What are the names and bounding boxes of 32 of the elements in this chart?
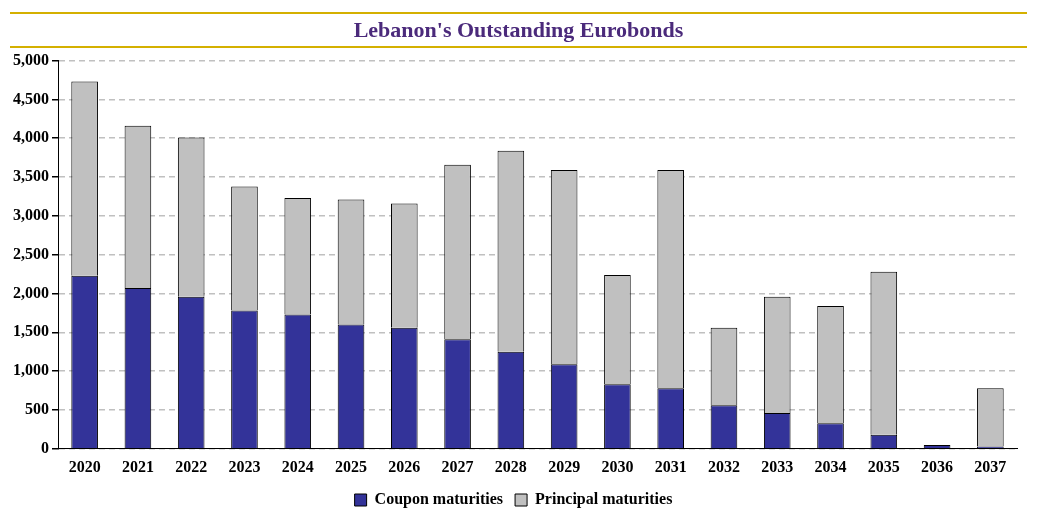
x-tick-label: 2030 <box>601 457 634 475</box>
y-tick-label: 3,500 <box>13 167 49 185</box>
y-tick-label: 1,000 <box>13 361 49 379</box>
x-tick-label: 2026 <box>388 457 421 475</box>
x-tick-label: 2027 <box>441 457 474 475</box>
x-tick-label: 2023 <box>228 457 261 475</box>
x-tick-label: 2020 <box>68 457 101 475</box>
y-tick-label: 4,500 <box>13 89 49 107</box>
y-tick-label: 500 <box>25 400 49 418</box>
x-tick-label: 2029 <box>548 457 581 475</box>
x-tick-label: 2032 <box>707 457 740 475</box>
y-tick-label: 1,500 <box>13 322 49 340</box>
x-tick-label: 2021 <box>121 457 154 475</box>
x-tick-label: 2037 <box>974 457 1007 475</box>
legend-label: Principal maturities <box>535 490 673 509</box>
x-tick-label: 2024 <box>281 457 314 475</box>
y-tick-label: 5,000 <box>13 50 49 68</box>
legend-label: Coupon maturities <box>374 490 504 509</box>
x-tick-label: 2036 <box>921 457 954 475</box>
y-tick-label: 0 <box>41 438 49 456</box>
x-tick-label: 2034 <box>814 457 847 475</box>
y-tick-label: 4,000 <box>13 128 49 146</box>
y-tick-label: 2,000 <box>13 283 49 301</box>
x-tick-label: 2022 <box>175 457 208 475</box>
x-tick-label: 2035 <box>867 457 900 475</box>
x-tick-label: 2031 <box>654 457 687 475</box>
y-tick-label: 2,500 <box>13 244 49 262</box>
chart-title: Lebanon's Outstanding Eurobonds <box>10 12 1027 48</box>
x-tick-label: 2033 <box>761 457 794 475</box>
x-tick-label: 2025 <box>335 457 368 475</box>
y-tick-label: 3,000 <box>13 206 49 224</box>
x-tick-label: 2028 <box>494 457 527 475</box>
